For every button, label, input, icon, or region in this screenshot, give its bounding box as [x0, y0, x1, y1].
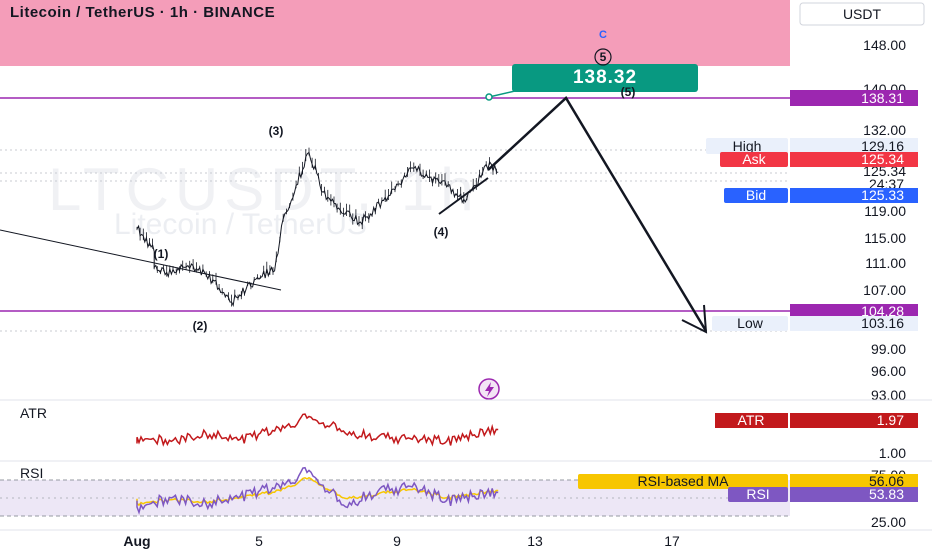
price-tick: 96.00 [871, 363, 906, 379]
wave-label-3: (3) [269, 124, 284, 138]
time-tick: 5 [255, 533, 263, 549]
price-tick: 111.00 [865, 255, 906, 271]
level-bottom-value: 104.28 [861, 303, 904, 319]
wave-label-1: (1) [154, 247, 169, 261]
circled-wave-5-label: 5 [600, 50, 607, 64]
chart-title: Litecoin / TetherUS · 1h · BINANCE [10, 4, 275, 21]
wave-label-4: (4) [434, 225, 449, 239]
low-value: 103.16 [861, 315, 904, 331]
atr-label-box [715, 413, 788, 428]
rsi-ma-label-box [578, 474, 788, 489]
rsi-axis-bottom: 25.00 [871, 514, 906, 530]
bid-label: Bid [746, 187, 766, 203]
ask-value: 125.34 [861, 151, 904, 167]
rsi-ma-label: RSI-based MA [637, 473, 729, 489]
ask-label: Ask [742, 151, 766, 167]
price-callout[interactable] [512, 64, 698, 92]
lightning-icon[interactable] [478, 378, 500, 400]
wave-label-c: C [599, 29, 607, 41]
ask-label-box [720, 152, 788, 167]
high-label: High [733, 138, 762, 154]
projection-path[interactable] [487, 96, 708, 332]
descending-trendline[interactable] [0, 229, 282, 291]
low-value-box [790, 316, 918, 331]
atr-axis-tick: 1.00 [879, 445, 906, 461]
atr-value: 1.97 [877, 412, 904, 428]
price-tick: 93.00 [871, 387, 906, 403]
price-tick: 115.00 [864, 230, 906, 246]
ask-value-box [790, 152, 918, 167]
time-tick: 17 [664, 533, 680, 549]
wave4-trendline[interactable] [438, 177, 489, 215]
atr-pane-label: ATR [20, 405, 47, 421]
rsi-value-box [790, 487, 918, 502]
rsi-ma-value: 56.06 [869, 473, 904, 489]
price-series [136, 147, 499, 308]
price-tick: 99.00 [871, 341, 906, 357]
callout-anchor [485, 93, 493, 101]
atr-value-box [790, 413, 918, 428]
price-callout-text: 138.32 [573, 67, 637, 88]
time-tick: 9 [393, 533, 401, 549]
circled-wave-5-icon [594, 48, 612, 66]
atr-line [136, 413, 499, 447]
low-label: Low [737, 315, 764, 331]
currency-button[interactable] [799, 2, 925, 26]
high-value: 129.16 [861, 138, 904, 154]
rsi-ma-value-box [790, 474, 918, 489]
bid-value: 125.33 [861, 187, 904, 203]
bid-label-box [724, 188, 788, 203]
currency-label: USDT [843, 6, 882, 22]
time-tick: 13 [527, 533, 543, 549]
watermark-symbol: LTCUSDT, 1h [48, 156, 480, 223]
watermark-name: Litecoin / TetherUS [114, 208, 367, 241]
level-top-tag[interactable] [790, 90, 918, 106]
wave-label-2: (2) [193, 319, 208, 333]
price-axis[interactable]: 148.00 140.00 132.00 125.34 119.00 115.0… [863, 37, 906, 403]
time-tick: Aug [123, 533, 150, 549]
price-tick: 132.00 [863, 122, 906, 138]
price-tick: 119.00 [864, 203, 906, 219]
level-top-value: 138.31 [861, 90, 904, 106]
bid-value-box [790, 188, 918, 203]
price-tick: 148.00 [863, 37, 906, 53]
level-bottom-tag[interactable] [790, 304, 918, 319]
rsi-line [136, 466, 499, 515]
high-label-box [706, 138, 788, 154]
atr-tag-label: ATR [738, 412, 765, 428]
rsi-label-box [728, 487, 788, 502]
price-tick: 107.00 [863, 282, 906, 298]
wave-label-5: (5) [621, 85, 636, 99]
high-value-box [790, 138, 918, 154]
time-axis[interactable]: Aug 5 9 13 17 [123, 533, 680, 549]
rsi-tag-label: RSI [746, 486, 769, 502]
target-zone [0, 0, 790, 66]
projection-arrowhead [681, 304, 708, 334]
rsi-pane-label: RSI [20, 465, 43, 481]
rsi-value: 53.83 [869, 486, 904, 502]
low-label-box [712, 316, 788, 331]
